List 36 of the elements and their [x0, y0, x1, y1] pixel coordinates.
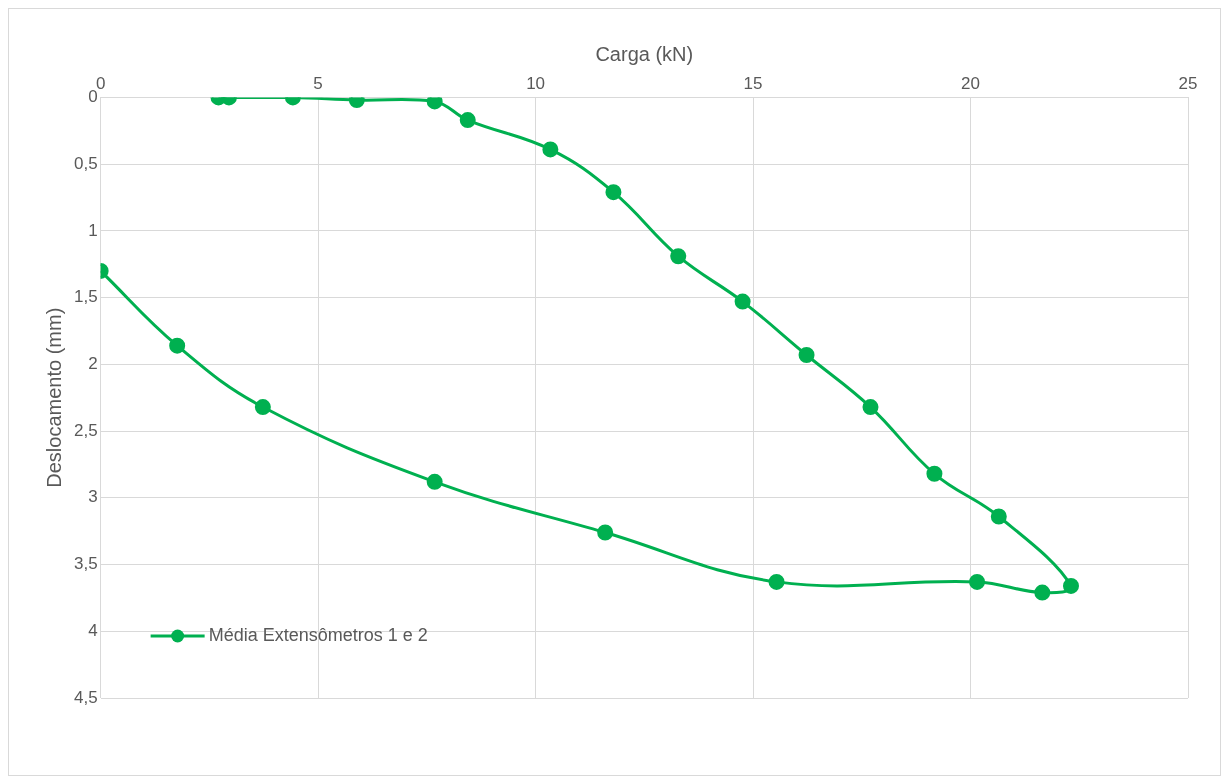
- x-tick-label: 10: [526, 73, 546, 93]
- y-axis-title: Deslocamento (mm): [42, 307, 65, 488]
- point: [254, 399, 271, 416]
- point: [542, 141, 559, 158]
- point: [169, 337, 186, 354]
- point: [798, 346, 815, 363]
- y-tick-label: 2,5: [73, 420, 98, 440]
- y-tick-label: 0: [88, 87, 98, 107]
- point: [426, 473, 443, 490]
- x-tick-label: 20: [961, 73, 980, 93]
- y-tick-label: 3: [88, 487, 98, 507]
- y-tick-label: 2: [88, 354, 98, 374]
- point: [459, 112, 476, 129]
- point: [1034, 584, 1051, 601]
- legend-label: Média Extensômetros 1 e 2: [208, 624, 428, 645]
- x-tick-label: 5: [313, 73, 323, 93]
- point: [768, 573, 785, 590]
- point: [426, 97, 443, 110]
- point: [605, 184, 622, 201]
- x-tick-label: 25: [1178, 73, 1198, 93]
- point: [990, 508, 1007, 525]
- y-tick-label: 1,5: [73, 287, 98, 307]
- point: [862, 399, 879, 416]
- y-tick-label: 4: [88, 620, 98, 640]
- y-tick-label: 3,5: [73, 554, 98, 574]
- y-tick-label: 0,5: [73, 153, 98, 173]
- point: [969, 573, 986, 590]
- y-tick-label: 4,5: [73, 687, 98, 707]
- x-axis-title: Carga (kN): [595, 42, 694, 65]
- point: [1063, 577, 1079, 594]
- y-tick-label: 1: [88, 220, 98, 240]
- point: [926, 465, 943, 482]
- point: [734, 293, 751, 310]
- x-tick-label: 15: [743, 73, 763, 93]
- point: [670, 248, 687, 265]
- point: [597, 524, 614, 541]
